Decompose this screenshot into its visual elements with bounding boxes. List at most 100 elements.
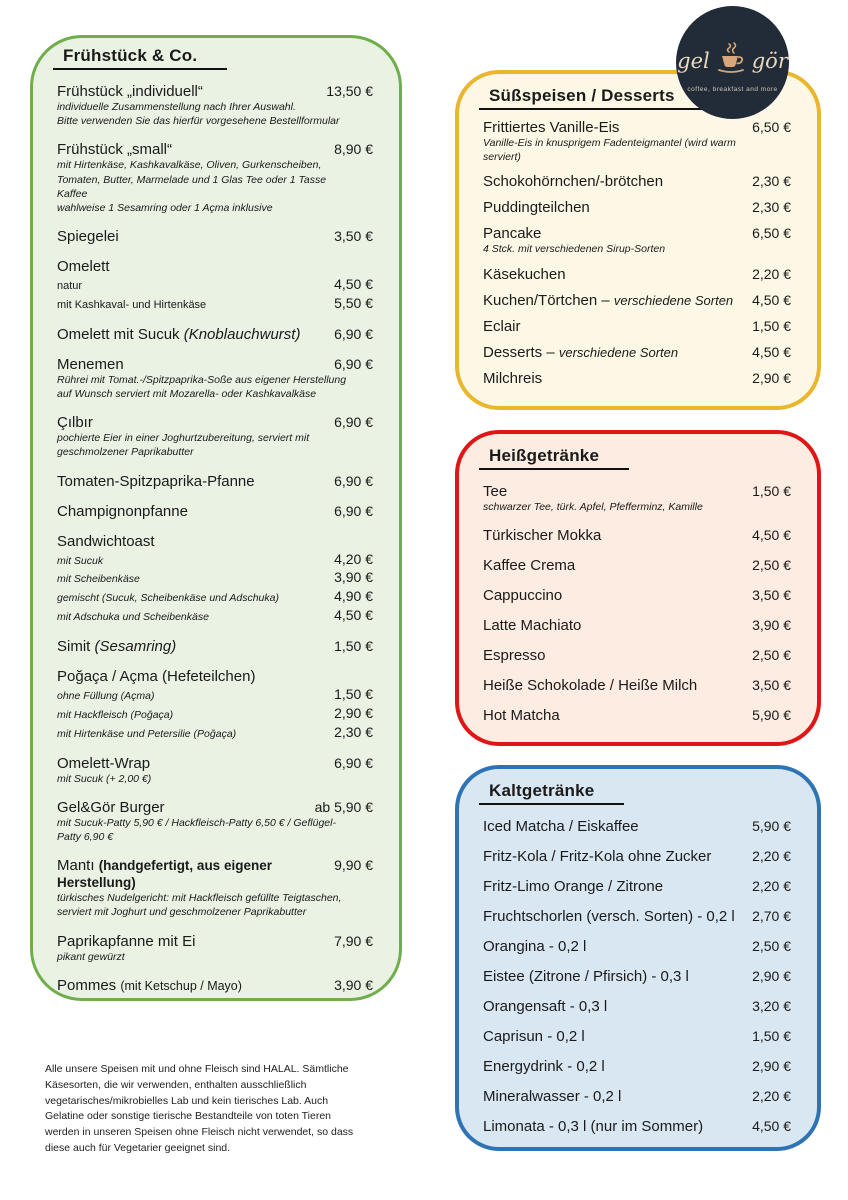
menu-item-row: Poğaça / Açma (Hefeteilchen) xyxy=(57,668,373,685)
menu-item-description: mit Kashkaval- und Hirtenkäse xyxy=(57,298,207,311)
menu-item-price: 2,30 € xyxy=(752,199,791,216)
menu-item-price: 4,50 € xyxy=(752,343,791,360)
menu-item-price: 7,90 € xyxy=(334,932,373,949)
menu-item-description: mit Scheibenkäse xyxy=(57,573,140,586)
menu-item: Omelett-Wrap 6,90 € mit Sucuk (+ 2,00 €) xyxy=(57,755,373,786)
menu-item-row: Simit (Sesamring) 1,50 € xyxy=(57,638,373,655)
menu-item-name: Mantı (handgefertigt, aus eigener Herste… xyxy=(57,857,272,891)
menu-item: Tee 1,50 € schwarzer Tee, türk. Apfel, Pfe… xyxy=(483,483,791,514)
menu-item-price: 2,30 € xyxy=(752,173,791,190)
menu-item-row: Omelett xyxy=(57,258,373,275)
section-title-fruehstueck: Frühstück & Co. xyxy=(53,46,228,70)
menu-item-price: 3,50 € xyxy=(752,677,791,694)
menu-item-price: 13,50 € xyxy=(326,83,373,99)
fruehstueck-item-list: Frühstück „individuell“ 13,50 € individuel… xyxy=(57,83,373,994)
menu-item: Orangensaft - 0,3 l 3,20 € xyxy=(483,998,791,1015)
menu-item-price: 6,90 € xyxy=(334,472,373,489)
menu-item-row: Tee 1,50 € xyxy=(483,483,791,500)
menu-item-price: 6,50 € xyxy=(752,225,791,242)
menu-item-description: mit Adschuka und Scheibenkäse xyxy=(57,611,209,624)
menu-item-name: Paprikapfanne mit Ei xyxy=(57,932,196,950)
halal-footer-note: Alle unsere Speisen mit und ohne Fleisch… xyxy=(45,1063,354,1154)
menu-item-description: Rührei mit Tomat.-/Spitzpaprika-Soße aus… xyxy=(57,373,347,386)
menu-item-price: 2,20 € xyxy=(752,878,791,894)
logo-text-gel: gel xyxy=(677,48,710,73)
menu-item-row: Mineralwasser - 0,2 l 2,20 € xyxy=(483,1088,791,1105)
menu-item: Simit (Sesamring) 1,50 € xyxy=(57,638,373,655)
menu-item-row: Orangensaft - 0,3 l 3,20 € xyxy=(483,998,791,1015)
menu-item-name: Puddingteilchen xyxy=(483,199,590,217)
menu-item: Energydrink - 0,2 l 2,90 € xyxy=(483,1058,791,1075)
section-heissgetraenke: Heißgetränke Tee 1,50 € schwarzer Tee, tür… xyxy=(455,430,821,746)
menu-item-suffix: (Knoblauchwurst) xyxy=(183,325,301,343)
menu-item: Tomaten-Spitzpaprika-Pfanne 6,90 € xyxy=(57,473,373,490)
menu-item-subline: gemischt (Sucuk, Scheibenkäse und Adschu… xyxy=(57,587,373,606)
menu-item-name: Caprisun - 0,2 l xyxy=(483,1028,585,1045)
menu-item-subprice: 2,90 € xyxy=(334,704,373,721)
menu-item-name: Schokohörnchen/-brötchen xyxy=(483,173,664,191)
menu-item-name: Fritz-Limo Orange / Zitrone xyxy=(483,878,664,895)
menu-item-row: Eclair 1,50 € xyxy=(483,318,791,335)
menu-item-row: Fritz-Kola / Fritz-Kola ohne Zucker 2,20 … xyxy=(483,848,791,865)
menu-item-name: Espresso xyxy=(483,647,546,665)
menu-item-suffix: verschiedene Sorten xyxy=(558,344,679,360)
menu-item-name: Milchreis xyxy=(483,369,543,387)
menu-item-name: Champignonpfanne xyxy=(57,502,188,520)
menu-item-price: 6,50 € xyxy=(752,119,791,135)
menu-item: Türkischer Mokka 4,50 € xyxy=(483,527,791,544)
menu-item-row: Gel&Gör Burger ab 5,90 € xyxy=(57,799,373,816)
menu-item: Spiegelei 3,50 € xyxy=(57,228,373,245)
menu-item-subline: Rührei mit Tomat.-/Spitzpaprika-Soße aus… xyxy=(57,373,373,387)
menu-item: Iced Matcha / Eiskaffee 5,90 € xyxy=(483,818,791,835)
menu-item-row: Kaffee Crema 2,50 € xyxy=(483,557,791,574)
menu-item-price: 1,50 € xyxy=(334,638,373,655)
menu-item-row: Milchreis 2,90 € xyxy=(483,370,791,387)
menu-item-subprice: 5,50 € xyxy=(334,294,373,311)
menu-item: Menemen 6,90 € Rührei mit Tomat.-/Spitzpap… xyxy=(57,356,373,401)
menu-item-name: Simit (Sesamring) xyxy=(57,638,177,656)
menu-item-price: 2,50 € xyxy=(752,557,791,574)
menu-item-row: Champignonpfanne 6,90 € xyxy=(57,503,373,520)
menu-item-name: Poğaça / Açma (Hefeteilchen) xyxy=(57,668,256,686)
menu-item-name: Orangensaft - 0,3 l xyxy=(483,998,608,1015)
menu-item-name: Gel&Gör Burger xyxy=(57,798,165,816)
menu-item-row: Heiße Schokolade / Heiße Milch 3,50 € xyxy=(483,677,791,694)
menu-item: Pommes (mit Ketschup / Mayo) 3,90 € xyxy=(57,977,373,994)
menu-item-description: serviert mit Joghurt und geschmolzener P… xyxy=(57,906,307,919)
menu-item-subline: mit Kashkaval- und Hirtenkäse 5,50 € xyxy=(57,294,373,313)
menu-item-price: 3,50 € xyxy=(752,587,791,604)
menu-item-description: Patty 6,90 € xyxy=(57,831,114,844)
menu-item-name: Pommes (mit Ketschup / Mayo) xyxy=(57,976,242,994)
menu-item-row: Energydrink - 0,2 l 2,90 € xyxy=(483,1058,791,1075)
menu-item-row: Espresso 2,50 € xyxy=(483,647,791,664)
menu-item-subline: mit Hackfleisch (Poğaça) 2,90 € xyxy=(57,704,373,723)
menu-item: Schokohörnchen/-brötchen 2,30 € xyxy=(483,173,791,190)
menu-item-name: Fruchtschorlen (versch. Sorten) - 0,2 l xyxy=(483,908,735,925)
menu-item-subline: Vanille-Eis in knusprigem Fadenteigmante… xyxy=(483,136,791,150)
menu-item-price: 6,90 € xyxy=(334,502,373,519)
menu-item-description: serviert) xyxy=(483,151,521,164)
menu-item: Eclair 1,50 € xyxy=(483,318,791,335)
menu-item-name: Omelett xyxy=(57,258,110,276)
menu-item-subline: ohne Füllung (Açma) 1,50 € xyxy=(57,685,373,704)
menu-item-name: Heiße Schokolade / Heiße Milch xyxy=(483,677,698,695)
menu-item-price: 2,20 € xyxy=(752,1088,791,1104)
menu-item-subprice: 1,50 € xyxy=(334,686,373,703)
menu-item-name: Omelett-Wrap xyxy=(57,754,151,772)
menu-item-price: 6,90 € xyxy=(334,414,373,431)
menu-item-description: 4 Stck. mit verschiedenen Sirup-Sorten xyxy=(483,243,666,256)
menu-item-name: Frittiertes Vanille-Eis xyxy=(483,119,620,136)
menu-item: Heiße Schokolade / Heiße Milch 3,50 € xyxy=(483,677,791,694)
menu-item-subprice: 4,20 € xyxy=(334,550,373,567)
menu-item-row: Kuchen/Törtchen – verschiedene Sorten 4,5… xyxy=(483,292,791,309)
menu-item-description: Tomaten, Butter, Marmelade und 1 Glas Te… xyxy=(57,173,327,186)
menu-item-name: Frühstück „individuell“ xyxy=(57,83,203,100)
menu-item-price: 5,90 € xyxy=(752,818,791,834)
menu-item-description: geschmolzener Paprikabutter xyxy=(57,446,194,459)
menu-item: Milchreis 2,90 € xyxy=(483,370,791,387)
menu-item-description: mit Sucuk-Patty 5,90 € / Hackfleisch-Pat… xyxy=(57,816,336,829)
menu-item: Puddingteilchen 2,30 € xyxy=(483,199,791,216)
menu-item-description: mit Hirtenkäse, Kashkavalkäse, Oliven, G… xyxy=(57,159,322,172)
menu-item: Çılbır 6,90 € pochierte Eier in einer Jogh… xyxy=(57,414,373,459)
